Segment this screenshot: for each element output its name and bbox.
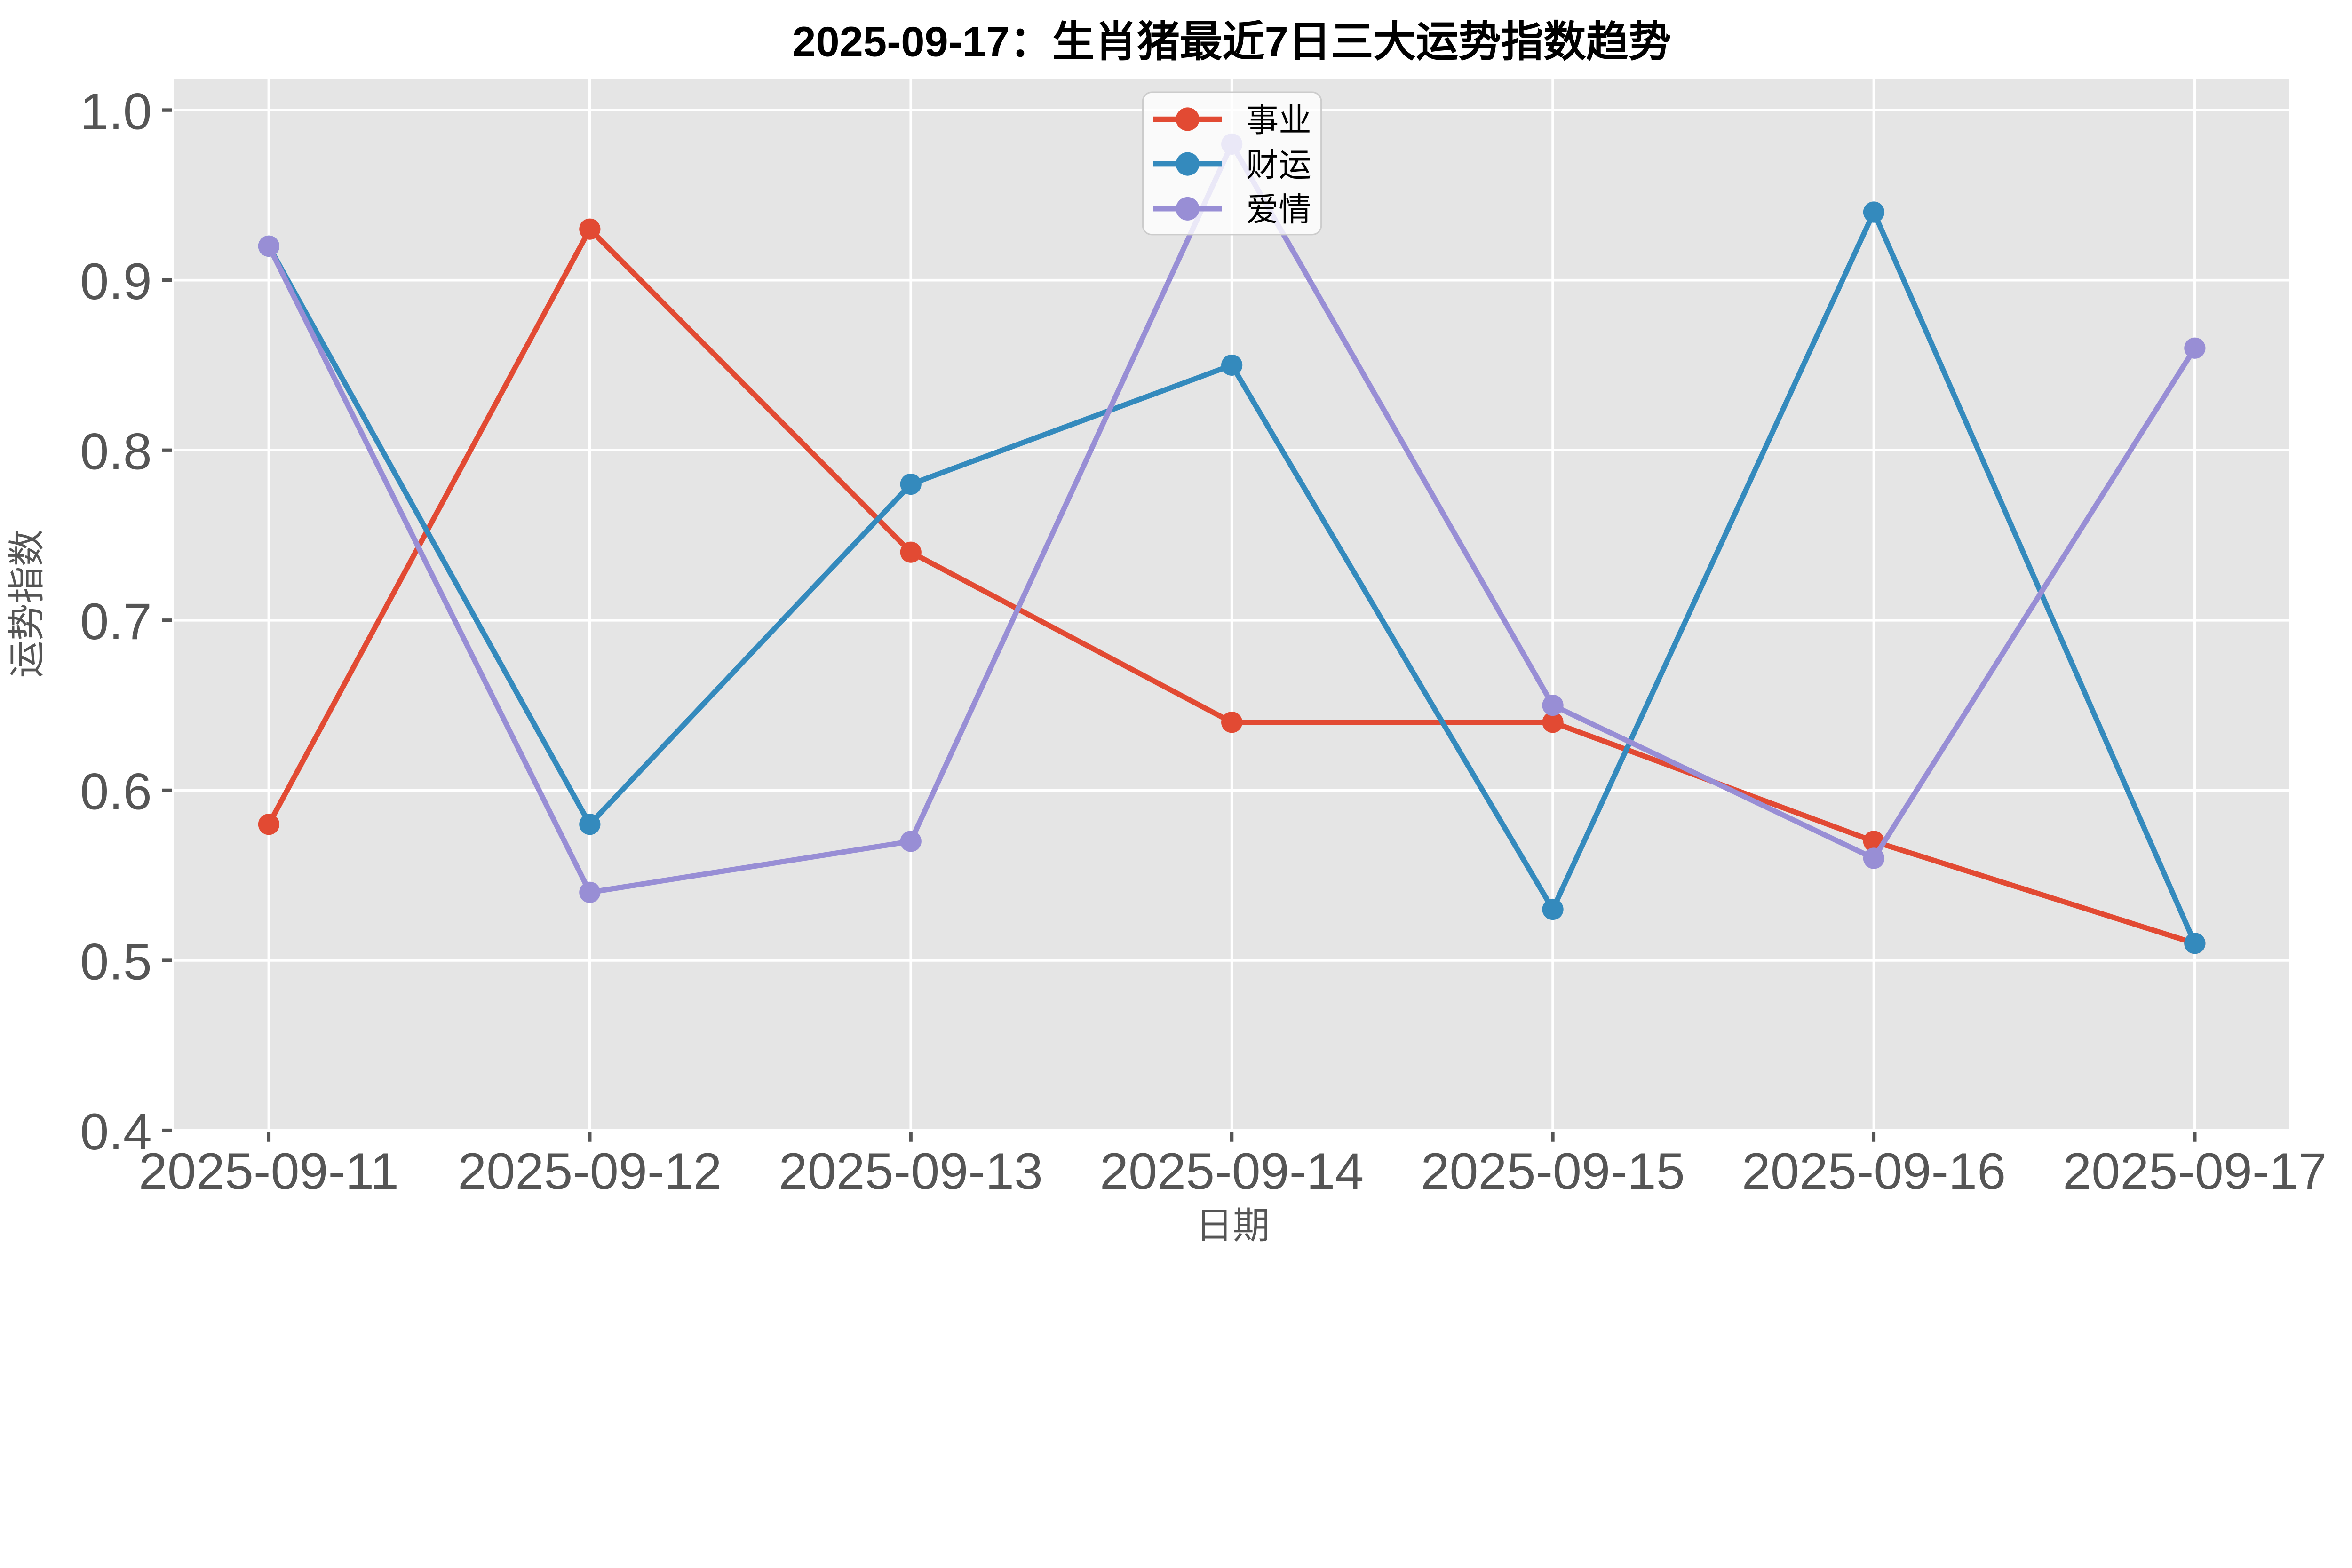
x-tick-label: 2025-09-14 bbox=[1100, 1143, 1364, 1200]
wealth-legend-marker bbox=[1176, 152, 1200, 176]
y-tick-label: 0.5 bbox=[80, 933, 152, 990]
x-tick-label: 2025-09-17 bbox=[2063, 1143, 2327, 1200]
career-marker bbox=[258, 814, 280, 835]
love-legend-marker bbox=[1176, 197, 1200, 221]
career-marker bbox=[900, 541, 922, 563]
wealth-legend-label: 财运 bbox=[1246, 146, 1311, 183]
love-marker bbox=[1863, 847, 1885, 869]
wealth-marker bbox=[900, 473, 922, 495]
love-marker bbox=[258, 235, 280, 257]
y-axis-tick-labels: 1.0 0.9 0.8 0.7 0.6 0.5 0.4 bbox=[80, 83, 152, 1160]
career-series bbox=[258, 218, 2206, 954]
y-tick-label: 1.0 bbox=[80, 83, 152, 140]
y-tick-label: 0.7 bbox=[80, 593, 152, 650]
y-tick-label: 0.8 bbox=[80, 423, 152, 481]
love-marker bbox=[2184, 337, 2206, 359]
love-marker bbox=[900, 831, 922, 852]
love-marker bbox=[579, 881, 601, 903]
y-tick-label: 0.4 bbox=[80, 1103, 152, 1161]
x-axis-tick-labels: 2025-09-11 2025-09-12 2025-09-13 2025-09-14… bbox=[139, 1143, 2327, 1200]
career-marker bbox=[579, 218, 601, 240]
love-marker bbox=[1542, 694, 1564, 716]
legend-item-wealth: 财运 bbox=[1153, 146, 1311, 183]
legend-item-love: 爱情 bbox=[1153, 191, 1311, 228]
x-tick-label: 2025-09-12 bbox=[458, 1143, 722, 1200]
legend-item-career: 事业 bbox=[1153, 102, 1311, 138]
x-tick-label: 2025-09-11 bbox=[139, 1143, 399, 1200]
y-tick-label: 0.9 bbox=[80, 253, 152, 310]
wealth-marker bbox=[1542, 898, 1564, 920]
chart-title: 2025-09-17：生肖猪最近7日三大运势指数趋势 bbox=[792, 18, 1671, 65]
wealth-marker bbox=[2184, 933, 2206, 954]
wealth-marker bbox=[1863, 201, 1885, 223]
career-marker bbox=[1221, 712, 1243, 733]
x-tick-label: 2025-09-15 bbox=[1421, 1143, 1685, 1200]
career-marker bbox=[1542, 712, 1564, 733]
love-legend-label: 爱情 bbox=[1246, 191, 1311, 228]
x-axis-title: 日期 bbox=[1196, 1204, 1270, 1246]
fortune-trend-line-chart: 1.00.90.80.70.60.50.4 2025-09-11 2025-09-… bbox=[5, 18, 2327, 1246]
x-tick-label: 2025-09-16 bbox=[1742, 1143, 2006, 1200]
y-tick-label: 0.6 bbox=[80, 763, 152, 821]
wealth-marker bbox=[1221, 354, 1243, 376]
career-legend-marker bbox=[1176, 107, 1200, 131]
y-axis-title: 运势指数 bbox=[6, 529, 48, 678]
x-tick-label: 2025-09-13 bbox=[779, 1143, 1043, 1200]
career-legend-label: 事业 bbox=[1246, 102, 1311, 138]
wealth-marker bbox=[579, 814, 601, 835]
tick-marks bbox=[162, 108, 2197, 1142]
